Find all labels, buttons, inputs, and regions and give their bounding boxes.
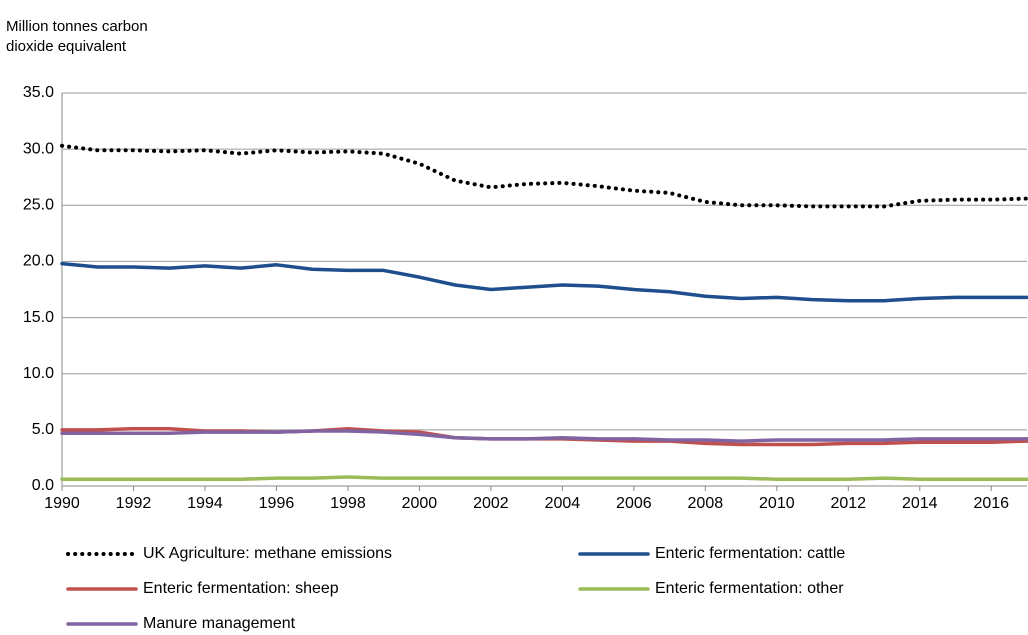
x-tick-label: 2014 — [902, 495, 938, 512]
y-axis-label: dioxide equivalent — [6, 38, 127, 55]
legend-label: Enteric fermentation: other — [655, 580, 844, 597]
x-tick-label: 1996 — [259, 495, 295, 512]
x-tick-label: 2000 — [402, 495, 438, 512]
x-tick-label: 1990 — [44, 495, 80, 512]
x-tick-label: 2002 — [473, 495, 509, 512]
y-tick-label: 30.0 — [23, 140, 54, 157]
x-tick-label: 2006 — [616, 495, 652, 512]
x-tick-label: 2016 — [973, 495, 1009, 512]
x-tick-label: 2004 — [545, 495, 581, 512]
legend-label: UK Agriculture: methane emissions — [143, 545, 392, 562]
y-axis-label: Million tonnes carbon — [6, 18, 148, 35]
series-line — [60, 261, 1028, 303]
y-tick-label: 0.0 — [32, 477, 54, 494]
legend-label: Enteric fermentation: sheep — [143, 580, 339, 597]
y-tick-label: 20.0 — [23, 253, 54, 270]
x-tick-label: 2012 — [830, 495, 866, 512]
x-tick-label: 1998 — [330, 495, 366, 512]
y-tick-label: 35.0 — [23, 84, 54, 101]
x-tick-label: 1994 — [187, 495, 223, 512]
y-tick-label: 25.0 — [23, 197, 54, 214]
y-tick-label: 5.0 — [32, 421, 54, 438]
x-tick-label: 1992 — [116, 495, 152, 512]
series-line — [60, 475, 1028, 482]
x-tick-label: 2010 — [759, 495, 795, 512]
x-tick-label: 2008 — [688, 495, 724, 512]
legend-label: Enteric fermentation: cattle — [655, 545, 845, 562]
legend-label: Manure management — [143, 615, 296, 632]
series-line — [60, 143, 1028, 209]
series-line — [60, 429, 1028, 443]
y-tick-label: 10.0 — [23, 365, 54, 382]
y-tick-label: 15.0 — [23, 309, 54, 326]
